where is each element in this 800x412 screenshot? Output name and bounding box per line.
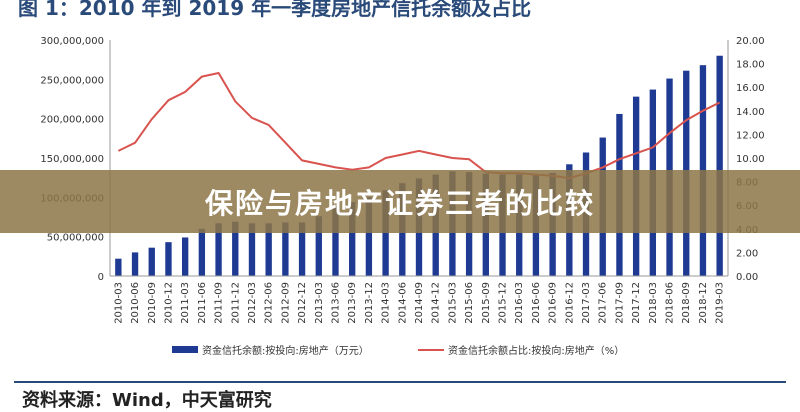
right-tick-label: 10.00 — [736, 154, 765, 165]
x-tick-label: 2016-03 — [514, 282, 525, 324]
x-tick-label: 2012-12 — [297, 282, 308, 324]
x-tick-label: 2017-03 — [581, 282, 592, 324]
bar — [215, 223, 222, 276]
right-tick-label: 18.00 — [736, 60, 765, 71]
x-tick-label: 2011-09 — [214, 282, 225, 324]
legend-line-label: 资金信托余额占比:按投向:房地产（%） — [448, 344, 624, 357]
x-tick-label: 2012-06 — [264, 282, 275, 324]
x-tick-label: 2015-06 — [464, 282, 475, 324]
bar — [148, 247, 155, 276]
bar-series — [115, 55, 723, 277]
right-axis: 0.002.004.006.008.0010.0012.0014.0016.00… — [727, 36, 765, 283]
legend-bar-swatch — [172, 346, 198, 353]
x-axis: 2010-03 2010-06 2010-09 2010-12 2011-03 2011-… — [110, 275, 728, 324]
x-tick-label: 2019-03 — [715, 282, 726, 324]
x-tick-label: 2013-06 — [330, 282, 341, 324]
x-tick-label: 2012-03 — [247, 282, 258, 324]
right-tick-label: 0.00 — [736, 272, 758, 283]
x-tick-label: 2014-12 — [431, 282, 442, 324]
x-tick-label: 2017-12 — [631, 282, 642, 324]
source-note: 资料来源：Wind，中天富研究 — [22, 390, 272, 411]
x-tick-label: 2013-03 — [314, 282, 325, 324]
x-tick-label: 2011-06 — [197, 282, 208, 324]
x-tick-label: 2011-12 — [230, 282, 241, 324]
x-tick-label: 2016-09 — [548, 282, 559, 324]
legend: 资金信托余额:按投向:房地产（万元） 资金信托余额占比:按投向:房地产（%） — [172, 344, 624, 357]
x-tick-label: 2015-09 — [481, 282, 492, 324]
x-tick-label: 2013-12 — [364, 282, 375, 324]
x-tick-label: 2010-09 — [147, 282, 158, 324]
x-tick-label: 2018-03 — [648, 282, 659, 324]
bar — [382, 190, 389, 276]
x-tick-label: 2010-06 — [130, 282, 141, 324]
x-tick-label: 2017-06 — [598, 282, 609, 324]
x-tick-label: 2016-12 — [564, 282, 575, 324]
line-series — [117, 71, 721, 180]
x-tick-label: 2014-06 — [397, 282, 408, 324]
left-tick-label: 0 — [98, 272, 104, 283]
left-tick-label: 250,000,000 — [40, 75, 104, 86]
bar — [248, 223, 256, 276]
bar — [198, 228, 206, 276]
left-tick-label: 300,000,000 — [40, 36, 104, 47]
x-tick-label: 2014-09 — [414, 282, 425, 324]
bar — [181, 237, 189, 276]
banner-title: 保险与房地产证券三者的比较 — [204, 186, 595, 220]
x-tick-label: 2014-03 — [381, 282, 392, 324]
left-tick-label: 150,000,000 — [40, 154, 104, 165]
legend-bar-label: 资金信托余额:按投向:房地产（万元） — [202, 344, 369, 357]
bar — [232, 221, 239, 276]
left-tick-label: 200,000,000 — [40, 115, 104, 126]
bar — [115, 258, 122, 276]
right-tick-label: 16.00 — [736, 83, 765, 94]
x-tick-label: 2010-12 — [163, 282, 174, 324]
x-tick-label: 2010-03 — [113, 282, 124, 324]
x-tick-label: 2018-12 — [698, 282, 709, 324]
right-tick-label: 12.00 — [736, 130, 765, 141]
x-tick-label: 2017-09 — [614, 282, 625, 324]
bar — [131, 252, 139, 276]
bar — [282, 222, 289, 276]
title-banner: 保险与房地产证券三者的比较 — [0, 170, 800, 233]
bar — [265, 223, 272, 276]
bar — [716, 55, 723, 276]
bottom-rule — [14, 381, 786, 383]
bar — [332, 206, 339, 276]
x-tick-label: 2015-12 — [498, 282, 509, 324]
x-tick-label: 2015-03 — [447, 282, 458, 324]
right-tick-label: 20.00 — [736, 36, 765, 47]
x-tick-label: 2012-09 — [280, 282, 291, 324]
left-axis: 050,000,000100,000,000150,000,000200,000… — [40, 36, 111, 283]
bar — [349, 202, 356, 276]
ratio-line — [117, 71, 721, 180]
right-tick-label: 14.00 — [736, 107, 765, 118]
x-tick-label: 2018-06 — [665, 282, 676, 324]
bar — [298, 222, 306, 276]
x-tick-label: 2013-09 — [347, 282, 358, 324]
figure-title: 图 1：2010 年到 2019 年一季度房地产信托余额及占比 — [18, 0, 532, 20]
bar — [315, 216, 322, 276]
bar — [365, 197, 373, 276]
x-tick-label: 2011-03 — [180, 282, 191, 324]
right-tick-label: 2.00 — [736, 248, 758, 259]
bar — [165, 242, 172, 276]
x-tick-label: 2016-06 — [531, 282, 542, 324]
left-tick-label: 50,000,000 — [47, 233, 104, 244]
x-tick-label: 2018-09 — [681, 282, 692, 324]
